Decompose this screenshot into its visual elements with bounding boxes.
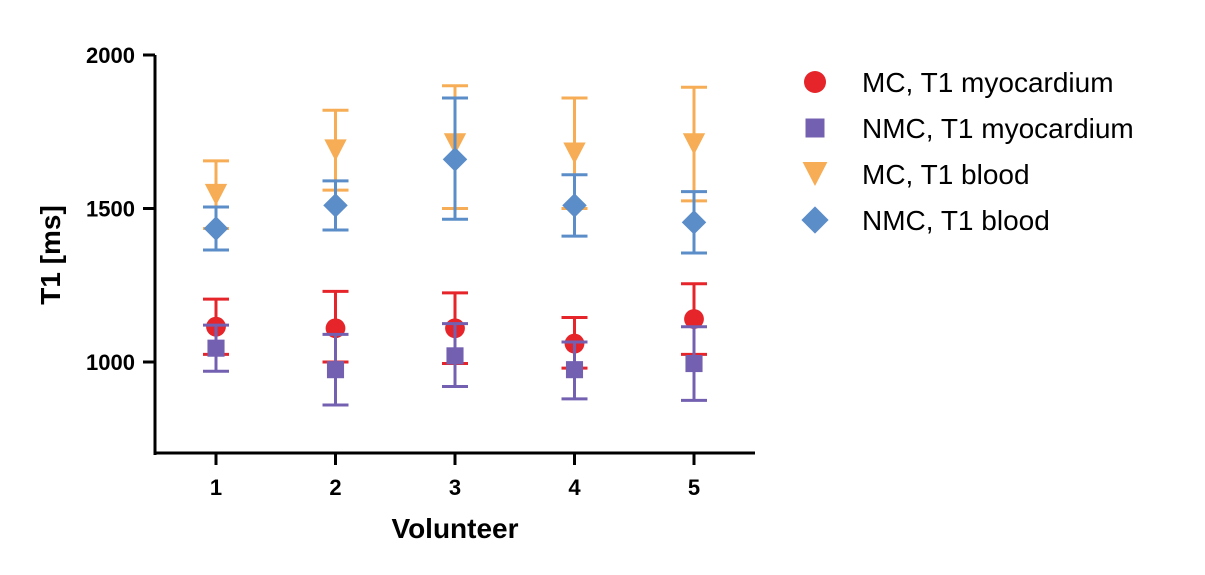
legend-circle-marker bbox=[804, 71, 826, 93]
data-point-diamond-marker bbox=[323, 193, 348, 218]
data-point-square-marker bbox=[685, 354, 703, 373]
legend-label: MC, T1 myocardium bbox=[862, 67, 1114, 98]
legend-item: MC, T1 myocardium bbox=[804, 67, 1114, 98]
data-point-diamond-marker bbox=[442, 147, 468, 172]
legend-triangle-marker bbox=[802, 162, 828, 186]
y-tick-label: 2000 bbox=[86, 43, 135, 68]
plot-area bbox=[203, 84, 707, 407]
data-point-diamond-marker bbox=[562, 193, 587, 218]
ticks: 1000 1500 2000 1 2 3 4 5 bbox=[86, 43, 700, 500]
legend: MC, T1 myocardium NMC, T1 myocardium MC, T… bbox=[801, 67, 1134, 236]
legend-label: NMC, T1 myocardium bbox=[862, 113, 1134, 144]
legend-item: MC, T1 blood bbox=[802, 159, 1030, 190]
x-tick-label: 3 bbox=[449, 475, 461, 500]
data-point-diamond-marker bbox=[203, 216, 229, 241]
data-point-square-marker bbox=[446, 347, 464, 365]
data-point-square-marker bbox=[565, 361, 584, 379]
y-axis-label: T1 [ms] bbox=[35, 205, 66, 305]
x-tick-label: 4 bbox=[568, 475, 581, 500]
legend-item: NMC, T1 blood bbox=[801, 205, 1050, 236]
legend-item: NMC, T1 myocardium bbox=[805, 113, 1134, 144]
data-point-square-marker bbox=[326, 361, 345, 379]
data-point-circle-marker bbox=[684, 309, 704, 329]
legend-label: MC, T1 blood bbox=[862, 159, 1030, 190]
data-point-triangle-marker bbox=[563, 142, 586, 165]
y-tick-label: 1000 bbox=[86, 350, 135, 375]
x-tick-label: 2 bbox=[329, 475, 341, 500]
x-tick-label: 1 bbox=[210, 475, 222, 500]
data-point-triangle-marker bbox=[324, 139, 347, 161]
data-point-triangle-marker bbox=[682, 133, 706, 155]
legend-square-marker bbox=[805, 118, 825, 138]
y-tick-label: 1500 bbox=[86, 197, 135, 222]
x-axis-label: Volunteer bbox=[391, 513, 518, 544]
data-point-diamond-marker bbox=[681, 210, 707, 235]
legend-label: NMC, T1 blood bbox=[862, 205, 1050, 236]
series-2 bbox=[203, 322, 707, 407]
series-4 bbox=[203, 96, 707, 255]
data-point-triangle-marker bbox=[204, 183, 228, 206]
legend-diamond-marker bbox=[801, 206, 829, 234]
data-point-square-marker bbox=[207, 339, 225, 357]
x-tick-label: 5 bbox=[688, 475, 700, 500]
